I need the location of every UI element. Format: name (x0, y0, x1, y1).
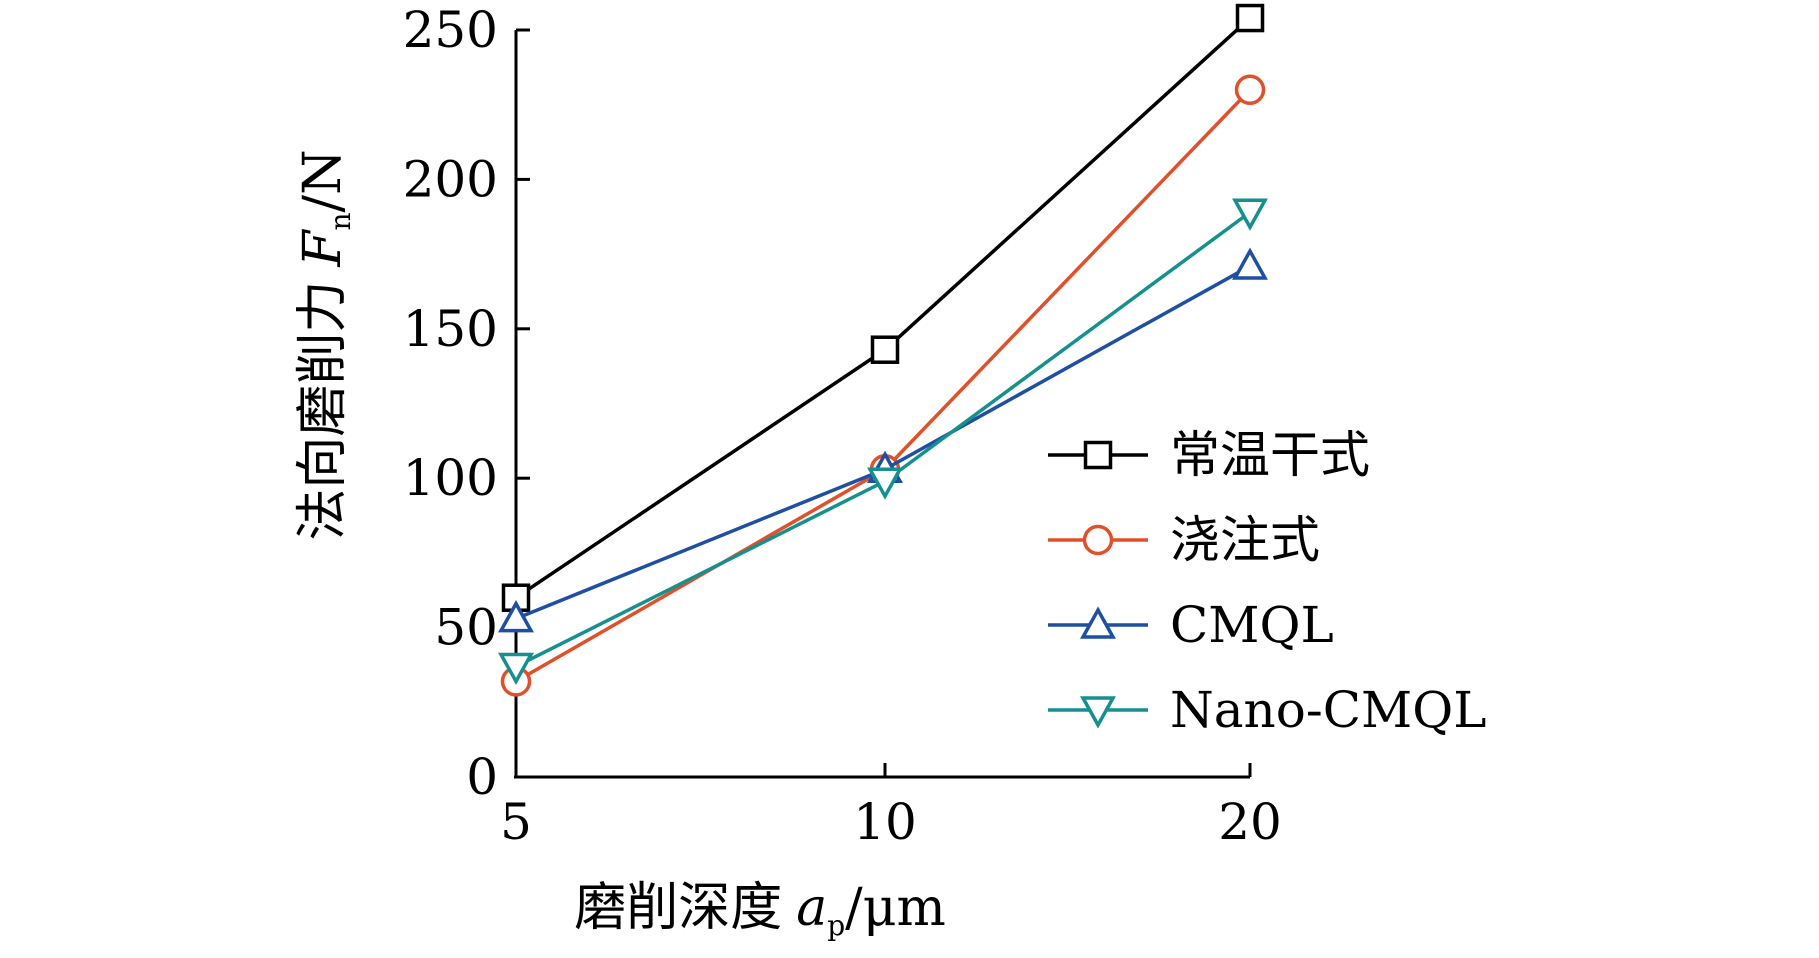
legend-label: CMQL (1170, 596, 1334, 654)
series-line (515, 16, 1252, 600)
y-tick-label: 0 (466, 748, 498, 806)
y-ticks: 0 50 100 150 200 250 (403, 1, 530, 806)
legend-item: CMQL (1048, 596, 1334, 654)
x-axis-label-unit: /μm (845, 878, 946, 938)
series-1 (500, 74, 1266, 697)
data-point (1232, 247, 1268, 280)
y-tick-label: 100 (403, 449, 498, 507)
data-point (498, 600, 534, 633)
legend-label: Nano-CMQL (1170, 681, 1486, 739)
data-point (498, 652, 534, 686)
series-0 (501, 3, 1265, 612)
x-tick-label: 20 (1218, 793, 1282, 851)
series-2 (498, 247, 1268, 633)
series-line (515, 88, 1252, 683)
y-tick-label: 200 (403, 150, 498, 208)
x-axis-label-sub: p (827, 909, 845, 942)
y-axis-label: 法向磨削力 Fn/N (293, 149, 357, 540)
x-axis-label: 磨削深度 ap/μm (574, 878, 946, 942)
legend-label: 常温干式 (1170, 426, 1370, 484)
legend-item: 浇注式 (1048, 511, 1320, 569)
legend-marker (1083, 440, 1113, 470)
y-tick-label: 150 (403, 300, 498, 358)
data-point (1234, 74, 1266, 106)
y-axis-label-sub: n (324, 212, 357, 230)
legend-marker (1082, 524, 1114, 556)
y-axis-label-unit: /N (293, 149, 353, 212)
x-tick-label: 5 (500, 793, 532, 851)
x-ticks: 5 10 20 (500, 763, 1282, 851)
x-axis-label-prefix: 磨削深度 (574, 878, 782, 938)
y-axis-label-prefix: 法向磨削力 (293, 281, 353, 541)
data-point (1235, 3, 1265, 33)
data-point (867, 467, 903, 500)
x-axis-label-symbol: a (796, 878, 827, 938)
legend-marker (1080, 606, 1116, 639)
y-axis-label-symbol: F (293, 229, 353, 268)
legend-item: Nano-CMQL (1048, 681, 1486, 739)
y-tick-label: 250 (403, 1, 498, 59)
data-point (1232, 198, 1268, 231)
series-line (515, 210, 1252, 669)
axes (514, 30, 1250, 779)
series-group (498, 3, 1268, 697)
series-3 (498, 198, 1268, 686)
y-tick-label: 50 (434, 599, 498, 657)
series-line (515, 264, 1251, 621)
data-point (870, 335, 900, 364)
legend-label: 浇注式 (1170, 511, 1320, 569)
legend-marker (1080, 696, 1116, 729)
x-tick-label: 10 (853, 793, 917, 851)
legend-item: 常温干式 (1048, 426, 1370, 484)
